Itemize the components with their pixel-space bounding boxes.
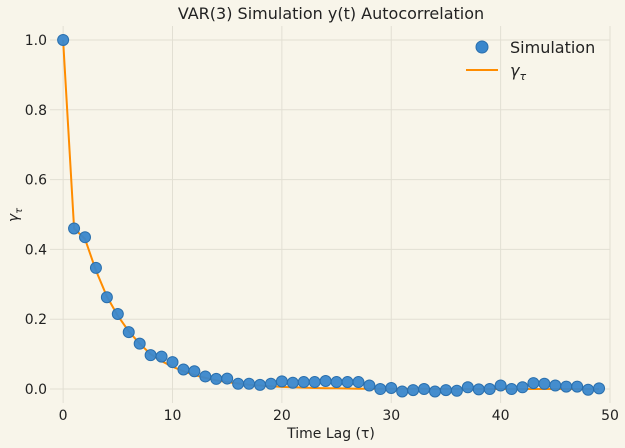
simulation-point bbox=[472, 383, 485, 396]
simulation-point bbox=[396, 385, 409, 398]
simulation-point bbox=[68, 222, 81, 235]
simulation-point bbox=[308, 376, 321, 389]
simulation-point bbox=[79, 231, 91, 244]
simulation-point bbox=[385, 381, 398, 394]
simulation-point bbox=[221, 372, 234, 385]
simulation-point bbox=[549, 379, 562, 392]
simulation-point bbox=[407, 384, 420, 397]
simulation-point bbox=[429, 385, 441, 398]
simulation-point bbox=[352, 376, 365, 389]
simulation-point bbox=[100, 291, 113, 304]
simulation-point bbox=[483, 383, 496, 396]
simulation-point bbox=[418, 383, 431, 396]
simulation-point bbox=[144, 349, 157, 362]
simulation-point bbox=[516, 381, 529, 394]
simulation-point bbox=[111, 307, 124, 320]
simulation-point bbox=[286, 376, 299, 389]
x-axis-label: Time Lag (τ) bbox=[286, 426, 375, 442]
chart-title: VAR(3) Simulation y(t) Autocorrelation bbox=[178, 4, 484, 23]
simulation-point bbox=[199, 370, 212, 383]
simulation-point bbox=[593, 382, 606, 395]
simulation-point bbox=[264, 377, 277, 390]
simulation-point bbox=[177, 363, 190, 376]
y-tick-label: 0.6 bbox=[25, 173, 47, 189]
simulation-point bbox=[527, 377, 540, 390]
simulation-point bbox=[363, 379, 376, 392]
simulation-point bbox=[188, 365, 201, 378]
y-tick-labels: 0.0 0.2 0.4 0.6 0.8 1.0 bbox=[25, 33, 47, 398]
simulation-point bbox=[133, 337, 146, 350]
simulation-point bbox=[122, 326, 135, 339]
simulation-point bbox=[330, 376, 343, 389]
legend-label-simulation: Simulation bbox=[510, 38, 595, 57]
simulation-point bbox=[571, 380, 584, 393]
simulation-point bbox=[582, 383, 595, 396]
y-tick-label: 0.0 bbox=[25, 382, 47, 398]
simulation-point bbox=[232, 377, 245, 390]
legend: Simulation γτ bbox=[466, 38, 595, 83]
x-tick-label: 40 bbox=[492, 408, 510, 424]
simulation-point bbox=[254, 378, 266, 391]
simulation-point bbox=[297, 376, 310, 389]
grid-lines bbox=[50, 26, 611, 403]
simulation-point bbox=[439, 384, 452, 397]
simulation-point bbox=[450, 384, 463, 397]
x-tick-label: 30 bbox=[382, 408, 400, 424]
simulation-point bbox=[275, 375, 288, 388]
y-tick-label: 1.0 bbox=[25, 33, 47, 49]
legend-label-gamma-sub: τ bbox=[519, 70, 526, 83]
x-tick-label: 50 bbox=[601, 408, 619, 424]
simulation-point bbox=[210, 372, 223, 385]
x-tick-labels: 0 10 20 30 40 50 bbox=[59, 408, 619, 424]
simulation-point bbox=[166, 356, 179, 369]
simulation-point bbox=[155, 350, 168, 363]
simulation-point bbox=[461, 381, 474, 394]
simulation-point bbox=[505, 383, 518, 396]
y-axis-label-main: γ bbox=[6, 213, 22, 222]
legend-label-gamma: γτ bbox=[510, 61, 526, 83]
plot-area bbox=[57, 33, 606, 398]
y-tick-label: 0.2 bbox=[25, 312, 47, 328]
simulation-point bbox=[374, 383, 387, 396]
y-axis-label: γτ bbox=[6, 207, 25, 222]
y-tick-label: 0.8 bbox=[25, 103, 47, 119]
simulation-point bbox=[538, 377, 551, 390]
legend-marker-simulation bbox=[475, 40, 489, 54]
x-tick-label: 20 bbox=[273, 408, 291, 424]
x-tick-label: 0 bbox=[59, 408, 68, 424]
legend-label-gamma-main: γ bbox=[510, 61, 521, 80]
x-tick-label: 10 bbox=[164, 408, 182, 424]
y-axis-label-sub: τ bbox=[14, 207, 25, 214]
simulation-point bbox=[341, 376, 354, 389]
simulation-point bbox=[560, 380, 573, 393]
y-tick-label: 0.4 bbox=[25, 242, 47, 258]
simulation-point bbox=[319, 375, 332, 388]
simulation-point bbox=[57, 33, 70, 46]
simulation-point bbox=[494, 379, 507, 392]
simulation-point bbox=[243, 377, 256, 390]
simulation-point bbox=[89, 261, 102, 274]
